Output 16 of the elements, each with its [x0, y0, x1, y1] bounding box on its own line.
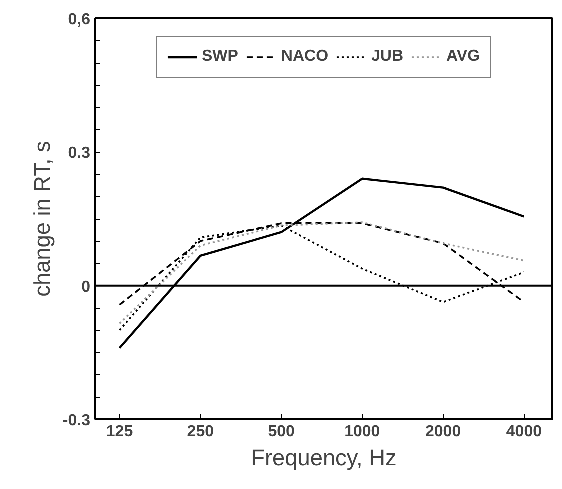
legend-label: SWP [202, 48, 238, 66]
x-tick-label: 500 [268, 424, 295, 440]
x-tick-label: 125 [106, 424, 134, 440]
x-tick-label: 1000 [344, 424, 380, 440]
x-tick-label: 250 [187, 424, 214, 440]
y-tick-label: -0.3 [62, 412, 91, 430]
legend-label: AVG [446, 48, 480, 66]
x-axis-title: Frequency, Hz [251, 444, 397, 470]
x-tick-label: 4000 [506, 424, 542, 440]
x-tick-label: 2000 [426, 424, 462, 440]
legend-label: JUB [372, 48, 404, 66]
y-tick-label: 0,6 [68, 12, 91, 28]
y-tick-label: 0.3 [68, 145, 91, 162]
y-tick-label: 0 [82, 278, 91, 296]
y-axis-title: change in RT, s [28, 141, 55, 297]
legend-label: NACO [281, 48, 329, 66]
